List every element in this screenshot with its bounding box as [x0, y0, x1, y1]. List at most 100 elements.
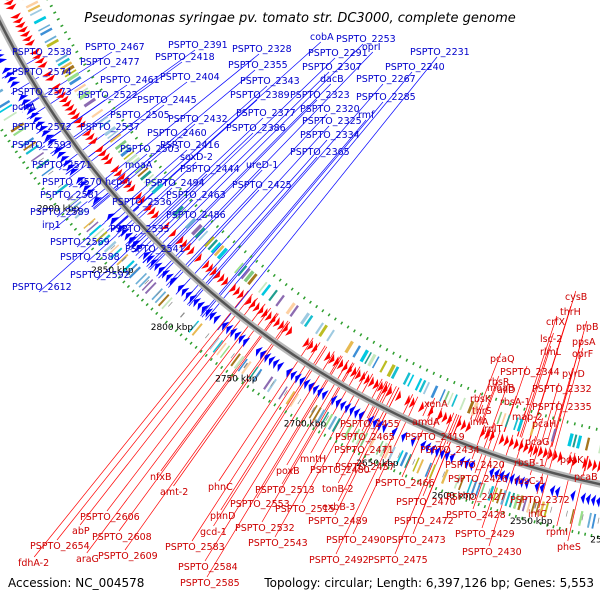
- feature-mark: [191, 323, 203, 336]
- forward-gene: [23, 103, 34, 111]
- forward-gene: [32, 117, 43, 125]
- feature-mark: [103, 240, 117, 253]
- reverse-gene: [70, 112, 80, 119]
- feature-mark: [530, 498, 537, 514]
- reverse-gene-label: PSPTO_2344: [500, 367, 560, 378]
- ruler-tick: [88, 221, 94, 226]
- reverse-gene: [358, 371, 366, 383]
- feature-mark: [86, 221, 99, 233]
- feature-mark: [352, 345, 362, 358]
- forward-leader-line: [108, 85, 268, 227]
- reverse-gene-label: PSPTO_2471: [334, 445, 394, 456]
- forward-gene-label: PSPTO_2267: [356, 74, 416, 85]
- forward-leader-line: [187, 156, 318, 305]
- reverse-gene-label: PSPTO_2490: [326, 535, 386, 546]
- feature-mark: [390, 366, 400, 380]
- feature-mark: [194, 227, 206, 239]
- forward-gene: [56, 151, 67, 159]
- reverse-gene-label: PSPTO_2583: [165, 542, 225, 553]
- reverse-leader-line: [274, 370, 368, 538]
- reverse-gene-label: thrS: [472, 406, 492, 417]
- genome-backbone-core: [0, 19, 600, 486]
- reverse-gene-label: ppsA: [572, 337, 596, 348]
- ruler-tick: [38, 157, 44, 162]
- reverse-gene: [146, 206, 156, 215]
- feature-mark: [91, 108, 104, 119]
- reverse-leader-line: [106, 303, 266, 512]
- reverse-leader-line: [535, 417, 544, 443]
- reverse-gene-label: PSPTO_2426: [448, 474, 508, 485]
- feature-mark: [134, 163, 146, 174]
- forward-gene: [238, 334, 247, 345]
- forward-leader-line: [142, 253, 153, 264]
- feature-mark: [300, 312, 310, 325]
- feature-mark: [137, 167, 149, 178]
- forward-gene: [29, 112, 40, 120]
- reverse-gene: [22, 34, 33, 42]
- reverse-gene: [301, 337, 309, 348]
- feature-mark: [68, 201, 82, 212]
- feature-mark: [252, 368, 263, 383]
- feature-mark: [316, 409, 326, 424]
- forward-gene-label: PSPTO_2505: [110, 110, 170, 121]
- reverse-gene-label: pcaQ: [490, 354, 515, 365]
- reverse-gene-label: pcaK: [560, 455, 584, 466]
- feature-mark: [125, 263, 138, 276]
- feature-mark: [65, 197, 79, 209]
- feature-mark: [534, 500, 541, 516]
- reverse-gene: [285, 325, 292, 336]
- kbp-tick-label: 2650 kbp: [356, 459, 399, 469]
- forward-gene: [585, 493, 592, 506]
- feature-mark: [538, 501, 546, 517]
- feature-mark: [3, 111, 18, 121]
- reverse-gene: [34, 56, 45, 64]
- reverse-gene-label: PSPTO_2609: [98, 551, 158, 562]
- reverse-gene-label: rbsB-1: [514, 458, 545, 469]
- feature-mark: [172, 205, 184, 217]
- reverse-gene-label: PSPTO_2543: [248, 538, 308, 549]
- feature-mark: [125, 153, 138, 164]
- forward-gene: [142, 251, 152, 261]
- forward-gene: [499, 470, 506, 482]
- label-leader-lines: [1, 41, 589, 578]
- feature-mark: [278, 386, 288, 400]
- feature-mark: [139, 170, 152, 181]
- feature-mark: [73, 83, 87, 93]
- reverse-gene: [53, 86, 64, 94]
- forward-gene: [410, 436, 418, 448]
- ruler-tick: [179, 312, 185, 318]
- reverse-gene-label: rbsK: [470, 394, 492, 405]
- feature-mark: [114, 139, 127, 151]
- ruler-tick: [412, 459, 416, 465]
- forward-gene-label: PSPTO_2328: [232, 44, 292, 55]
- forward-gene-label: PSPTO_2503: [120, 144, 180, 155]
- feature-mark: [154, 291, 167, 304]
- feature-mark: [54, 183, 68, 195]
- forward-gene-label: PSPTO_2389: [230, 90, 290, 101]
- feature-mark: [104, 125, 117, 137]
- reverse-gene-label: PSPTO_2419: [405, 432, 465, 443]
- feature-mark: [289, 393, 300, 407]
- forward-gene-label: PSPTO_2416: [160, 140, 220, 151]
- forward-gene: [549, 484, 556, 497]
- reverse-gene-label: nfxB: [150, 472, 172, 483]
- kbp-tick-label: 2800 kbp: [151, 323, 194, 333]
- feature-mark: [237, 358, 248, 372]
- reverse-gene: [381, 383, 388, 395]
- feature-mark: [209, 337, 220, 350]
- reverse-leader-line: [431, 407, 443, 432]
- feature-mark: [207, 239, 219, 251]
- forward-gene-label: PSPTO_2589: [30, 207, 90, 218]
- feature-mark: [128, 156, 141, 168]
- feature-mark: [151, 183, 164, 195]
- forward-gene: [76, 176, 86, 185]
- forward-leader-line: [118, 187, 173, 238]
- ruler-tick: [565, 510, 568, 517]
- reverse-gene: [532, 444, 539, 456]
- feature-mark: [10, 122, 25, 133]
- reverse-leader-line: [481, 381, 499, 425]
- forward-gene: [26, 108, 37, 116]
- reverse-gene: [327, 353, 335, 364]
- feature-mark: [359, 432, 369, 447]
- reverse-gene: [136, 195, 146, 204]
